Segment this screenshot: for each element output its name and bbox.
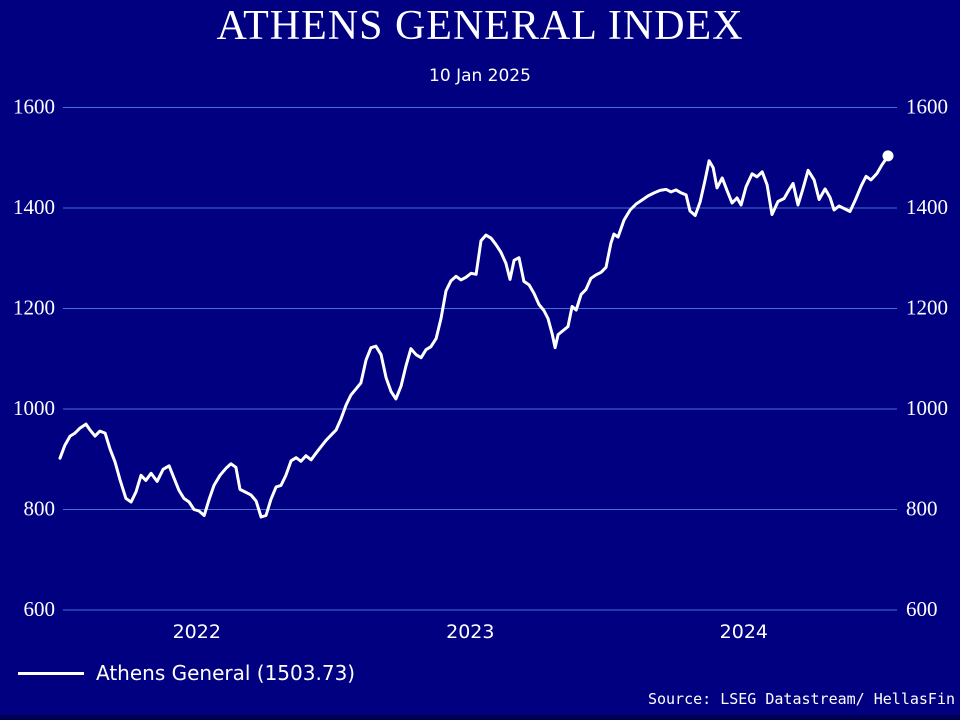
chart-subtitle: 10 Jan 2025 — [429, 66, 531, 86]
bottom-strip — [0, 715, 960, 720]
legend: Athens General (1503.73) — [18, 660, 355, 686]
last-point-marker — [882, 150, 894, 162]
y-tick-label-right: 1200 — [906, 295, 948, 319]
y-tick-label-left: 800 — [24, 496, 56, 520]
y-tick-label-left: 600 — [24, 597, 56, 621]
y-tick-label-right: 800 — [906, 496, 938, 520]
y-tick-label-left: 1400 — [13, 195, 55, 219]
y-tick-label-left: 1000 — [13, 396, 55, 420]
source-credit: Source: LSEG Datastream/ HellasFin — [647, 690, 955, 708]
price-line — [58, 154, 890, 519]
legend-line-sample — [18, 671, 84, 675]
x-tick-label: 2023 — [446, 621, 494, 643]
x-tick-label: 2024 — [720, 621, 768, 643]
chart-title: ATHENS GENERAL INDEX — [216, 3, 744, 49]
y-tick-label-right: 1000 — [906, 396, 948, 420]
y-tick-label-left: 1200 — [13, 295, 55, 319]
y-tick-label-right: 1600 — [906, 94, 948, 118]
y-tick-label-right: 600 — [906, 597, 938, 621]
legend-label: Athens General (1503.73) — [96, 661, 356, 685]
x-tick-label: 2022 — [173, 621, 221, 643]
y-tick-label-right: 1400 — [906, 195, 948, 219]
y-tick-label-left: 1600 — [13, 94, 55, 118]
